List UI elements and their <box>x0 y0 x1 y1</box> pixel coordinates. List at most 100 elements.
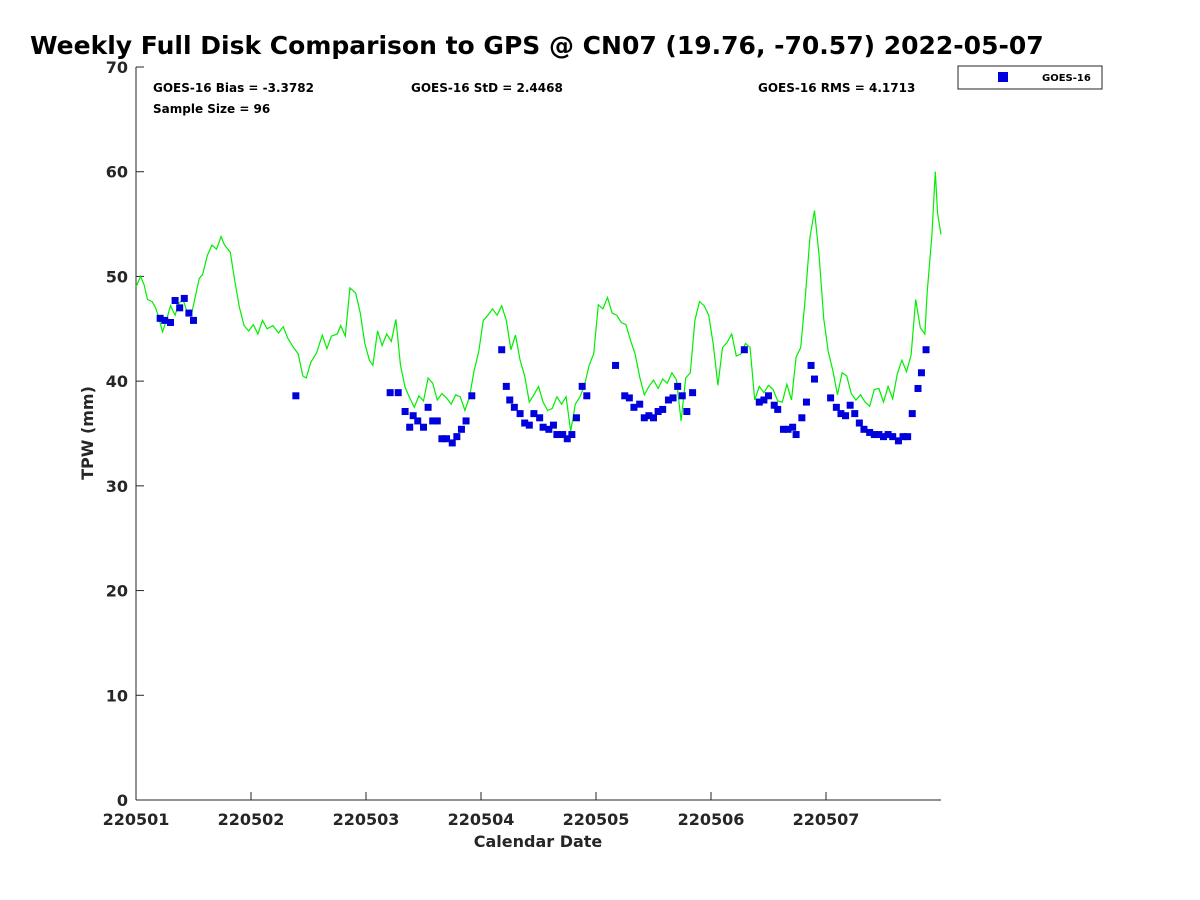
goes16-data-point <box>846 401 854 409</box>
goes16-data-point <box>740 346 748 354</box>
y-tick-label: 60 <box>106 163 128 182</box>
goes16-data-point <box>855 419 863 427</box>
goes16-data-point <box>674 382 682 390</box>
legend-box <box>957 65 1103 90</box>
x-tick-label: 220504 <box>448 810 515 829</box>
y-tick-label: 20 <box>106 582 128 601</box>
goes16-data-point <box>789 423 797 431</box>
goes16-data-point <box>889 433 897 441</box>
goes16-data-point <box>798 414 806 422</box>
goes16-data-point <box>167 319 174 327</box>
rms-stat: GOES-16 RMS = 4.1713 <box>758 81 915 95</box>
goes16-data-point <box>917 369 925 377</box>
y-tick-label: 30 <box>106 477 128 496</box>
goes16-data-point <box>510 403 518 411</box>
goes16-data-point <box>468 392 476 400</box>
goes16-data-point <box>899 433 907 441</box>
y-tick-label: 10 <box>106 686 128 705</box>
goes16-data-point <box>922 346 930 354</box>
x-tick-label: 220507 <box>793 810 860 829</box>
legend-marker-goes16 <box>998 72 1008 82</box>
goes16-data-point <box>645 412 653 420</box>
goes16-data-point <box>429 417 437 425</box>
goes16-data-point <box>156 314 164 322</box>
goes16-data-point <box>811 375 818 383</box>
goes16-data-point <box>765 392 772 400</box>
goes16-data-point <box>401 408 409 416</box>
goes16-data-point <box>625 394 633 402</box>
goes16-data-point <box>827 394 835 402</box>
goes16-data-point <box>650 414 657 422</box>
goes16-data-point <box>654 408 662 416</box>
y-axis-label: TPW (mm) <box>78 386 97 480</box>
goes16-data-point <box>792 431 800 439</box>
std-stat: GOES-16 StD = 2.4468 <box>411 81 563 95</box>
goes16-data-point <box>851 410 859 418</box>
y-tick-label: 50 <box>106 267 128 286</box>
goes16-data-point <box>443 435 450 443</box>
goes16-data-point <box>502 382 510 390</box>
goes16-data-point <box>802 398 810 406</box>
goes16-data-point <box>755 398 763 406</box>
gps-series-line <box>135 171 942 432</box>
goes16-data-point <box>884 431 892 439</box>
x-axis-label: Calendar Date <box>474 832 603 851</box>
x-tick-label: 220502 <box>218 810 285 829</box>
goes16-data-point <box>866 428 874 436</box>
goes16-data-point <box>621 392 629 400</box>
goes16-data-point <box>914 384 922 392</box>
y-tick-label: 40 <box>106 372 128 391</box>
goes16-data-point <box>498 346 506 354</box>
goes16-data-point <box>760 396 768 404</box>
goes16-data-point <box>875 431 883 439</box>
goes16-data-point <box>292 392 300 400</box>
goes16-data-point <box>185 309 193 317</box>
goes16-data-point <box>525 421 533 429</box>
goes16-data-point <box>908 410 916 418</box>
goes16-data-point <box>664 396 672 404</box>
goes16-data-point <box>549 421 557 429</box>
goes16-data-point <box>559 431 567 439</box>
goes16-data-point <box>837 410 845 418</box>
goes16-data-point <box>457 425 465 433</box>
goes16-data-point <box>659 405 667 413</box>
goes16-data-point <box>669 394 677 402</box>
goes16-data-point <box>860 425 868 433</box>
goes16-data-point <box>894 437 902 445</box>
goes16-data-point <box>842 412 850 420</box>
legend-label-goes16: GOES-16 <box>1042 73 1091 84</box>
goes16-data-point <box>904 433 912 441</box>
goes16-data-point <box>171 297 179 305</box>
goes16-data-point <box>521 419 529 427</box>
goes16-data-point <box>770 401 778 409</box>
goes16-data-point <box>636 400 644 408</box>
goes16-data-point <box>553 431 561 439</box>
goes16-data-point <box>530 410 538 418</box>
goes16-data-point <box>880 433 887 441</box>
plot-area: 0 10 20 30 40 50 60 70 220501 220502 220503 220504… <box>103 58 942 829</box>
goes16-data-point <box>420 423 427 431</box>
goes16-data-point <box>683 408 691 416</box>
goes16-data-point <box>612 361 620 369</box>
goes16-data-point <box>386 389 394 397</box>
goes16-data-point <box>453 433 461 441</box>
y-axis-ticks: 0 10 20 30 40 50 60 70 <box>106 58 144 810</box>
goes16-data-point <box>394 389 402 397</box>
y-tick-label: 70 <box>106 58 128 77</box>
goes16-data-point <box>870 431 878 439</box>
goes16-data-point <box>784 425 792 433</box>
goes16-data-point <box>506 396 514 404</box>
goes16-data-point <box>545 425 553 433</box>
goes16-data-point <box>516 410 524 418</box>
goes16-data-point <box>578 382 586 390</box>
goes16-data-point <box>409 412 417 420</box>
x-tick-label: 220506 <box>678 810 745 829</box>
goes16-data-point <box>630 403 638 411</box>
x-tick-label: 220503 <box>333 810 400 829</box>
goes16-data-point <box>583 392 591 400</box>
goes16-data-point <box>190 316 197 324</box>
goes16-data-point <box>678 392 686 400</box>
x-tick-label: 220505 <box>563 810 630 829</box>
legend: GOES-16 <box>957 65 1103 90</box>
